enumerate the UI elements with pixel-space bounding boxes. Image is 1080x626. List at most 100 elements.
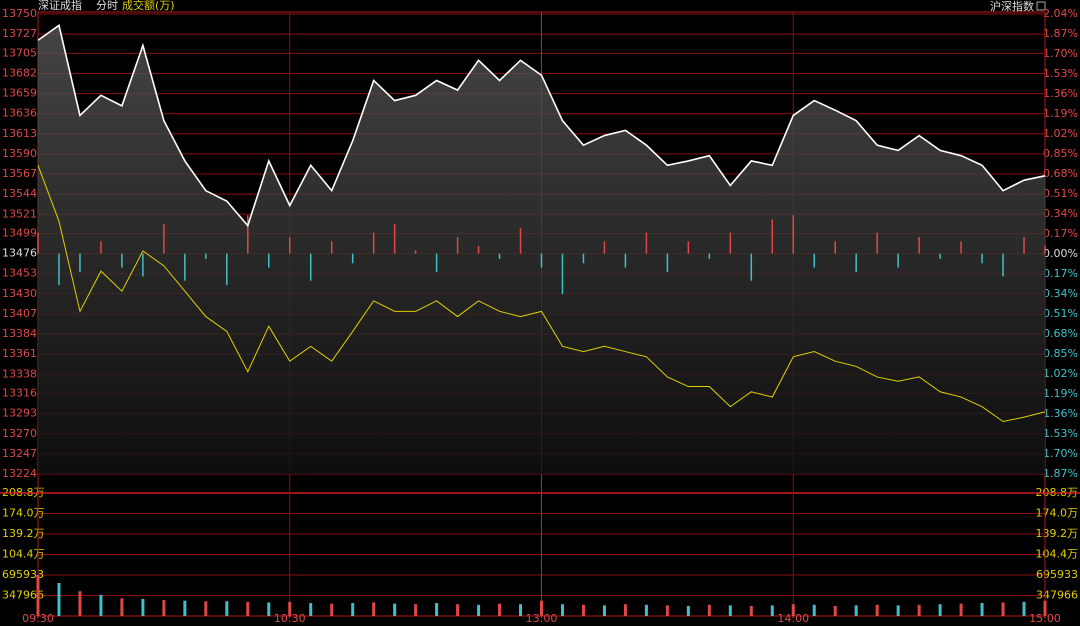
volume-bar [875,604,879,616]
y2-tick-label: 0.17% [1043,227,1078,240]
x-tick-label: 13:00 [526,612,558,625]
y2-tick-label: 0.68% [1043,167,1078,180]
y2-tick-label: 1.19% [1043,107,1078,120]
volume-tick-label: 104.4万 [2,548,45,561]
volume-bar [1022,601,1026,616]
y-tick-label: 13224 [2,467,37,480]
volume-bar [833,605,837,616]
y2-tick-label: 1.02% [1043,367,1078,380]
volume-tick-label: 174.0万 [2,507,45,520]
volume-bar [917,604,921,616]
y-tick-label: 13270 [2,427,37,440]
chart-subtitle: 分时 [96,0,118,12]
chart-title: 深证成指 [38,0,82,12]
toggle-box[interactable] [1036,1,1046,11]
y-tick-label: 13567 [2,167,37,180]
y-tick-label: 13453 [2,267,37,280]
volume-bar [498,603,502,616]
volume-bar [288,601,292,616]
volume-bar [225,601,229,616]
y2-tick-label: 0.51% [1043,187,1078,200]
volume-bar [686,605,690,616]
y-tick-label: 13590 [2,147,37,160]
volume-tick-label-right: 347966 [1036,589,1078,602]
y-tick-label: 13727 [2,27,37,40]
volume-bar [749,605,753,616]
volume-bar [728,605,732,616]
y-tick-label: 13750 [2,7,37,20]
volume-bar [560,604,564,616]
y-tick-label: 13682 [2,66,37,79]
y2-tick-label: 1.70% [1043,47,1078,60]
y-tick-label: 13521 [2,207,37,220]
series-line [37,24,1046,228]
volume-bar [707,604,711,616]
volume-bar [519,604,523,616]
volume-bar [246,601,250,616]
y2-tick-label: 0.51% [1043,307,1078,320]
volume-bar [1043,600,1047,616]
volume-bar [623,604,627,616]
y2-tick-label: 0.68% [1043,327,1078,340]
volume-bar [581,604,585,616]
y-tick-label: 13384 [2,327,37,340]
volume-bar [57,583,61,616]
volume-bar [540,600,543,616]
y2-tick-label: 2.04% [1043,7,1078,20]
y2-tick-label: 1.70% [1043,447,1078,460]
volume-tick-label-right: 139.2万 [1036,527,1079,540]
y-tick-label: 13705 [2,46,37,59]
y-tick-label: 13361 [2,347,37,360]
volume-bar [372,602,376,616]
volume-label: 成交额(万) [122,0,175,12]
y2-tick-label: 1.36% [1043,87,1078,100]
right-title: 沪深指数 [990,0,1034,13]
volume-bar [78,591,82,616]
y2-tick-label: 0.34% [1043,207,1078,220]
volume-bar [183,600,187,616]
y2-tick-label: 0.85% [1043,147,1078,160]
y2-tick-label: 1.87% [1043,467,1078,480]
volume-bar [477,604,481,616]
y-tick-label: 13316 [2,387,37,400]
volume-bar [162,600,166,616]
y2-tick-label: 0.34% [1043,287,1078,300]
y2-tick-label: 0.17% [1043,267,1078,280]
y-tick-label: 13544 [2,187,37,200]
x-tick-label: 10:30 [274,612,306,625]
volume-tick-label-right: 174.0万 [1036,507,1079,520]
volume-bar [267,602,271,616]
volume-bar [791,604,795,616]
volume-bar [896,605,900,616]
y2-tick-label: 1.36% [1043,407,1078,420]
volume-bar [99,594,103,616]
volume-bar [120,598,124,616]
volume-bar [812,604,816,616]
series-line [37,165,1046,423]
volume-bar [1001,602,1005,616]
y-tick-label: 13407 [2,307,37,320]
y2-tick-label: 1.53% [1043,67,1078,80]
volume-bar [665,605,669,616]
volume-bar [393,603,397,616]
y-tick-label: 13430 [2,287,37,300]
volume-bar [980,603,984,616]
volume-bar [938,604,942,616]
volume-bar [602,605,606,616]
volume-bar [204,601,208,616]
x-tick-label: 09:30 [22,612,54,625]
volume-bar [36,574,40,616]
y2-tick-label: 0.00% [1043,247,1078,260]
volume-bar [309,603,313,616]
y-tick-label: 13636 [2,107,37,120]
y-tick-label: 13338 [2,367,37,380]
volume-tick-label: 347966 [2,589,44,602]
volume-bar [435,603,439,616]
volume-bar [854,605,858,616]
volume-tick-label-right: 104.4万 [1036,548,1079,561]
y2-tick-label: 1.19% [1043,387,1078,400]
y2-tick-label: 1.87% [1043,27,1078,40]
volume-tick-label-right: 695933 [1036,568,1078,581]
